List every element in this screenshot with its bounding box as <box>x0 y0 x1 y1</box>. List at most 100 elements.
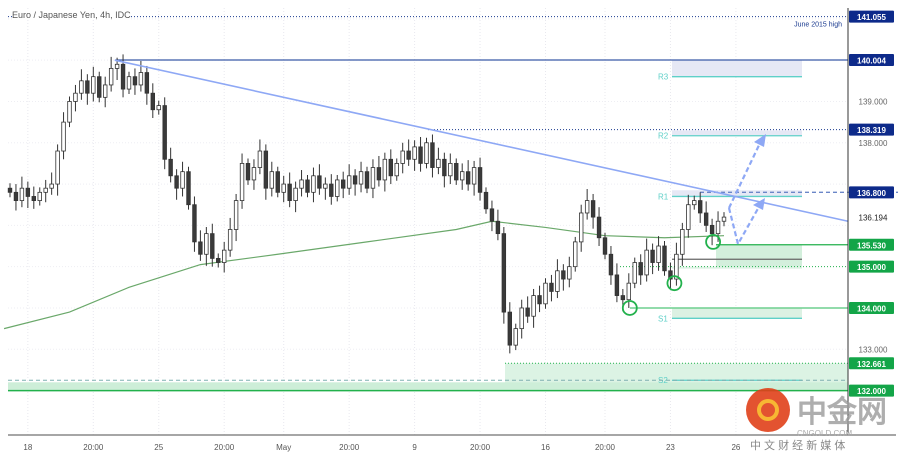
pivot-label-r1: R1 <box>658 192 669 201</box>
watermark-brand: 中金网 <box>797 395 887 429</box>
candle-body <box>620 295 626 301</box>
level-lines: June 2015 high <box>8 16 898 392</box>
candle-body <box>227 229 233 251</box>
price-label-badge <box>849 54 894 66</box>
candle-body <box>150 92 155 111</box>
candle-body <box>573 241 578 268</box>
candle-body <box>543 282 548 305</box>
trendline <box>114 59 849 223</box>
candle-body <box>61 121 66 152</box>
candle-body <box>614 274 620 296</box>
price-label-badge <box>849 238 894 251</box>
candle-body <box>329 183 334 197</box>
candle-body <box>465 171 471 185</box>
candle-body <box>162 105 167 160</box>
candle-body <box>376 167 382 181</box>
time-tick-label: 20:00 <box>339 443 360 452</box>
time-tick-label: 23 <box>666 443 675 452</box>
pivot-label-s2: S2 <box>658 376 668 385</box>
candle-body <box>602 237 608 255</box>
candle-body <box>703 212 709 226</box>
candle-body <box>67 101 72 123</box>
candle-body <box>168 158 173 177</box>
projection-arrows <box>727 134 766 247</box>
candle-body <box>352 175 358 185</box>
time-tick-label: 20:00 <box>470 443 491 452</box>
candle-body <box>442 158 447 177</box>
price-tick-label: 138.000 <box>859 139 888 148</box>
candle-body <box>31 196 36 201</box>
candle-body <box>579 212 584 243</box>
candle-body <box>537 295 542 305</box>
time-tick-label: 9 <box>412 443 417 452</box>
buy-zone-left <box>672 266 802 269</box>
candle-body <box>305 179 310 193</box>
highlight-circle <box>621 300 638 316</box>
candle-body <box>174 175 179 189</box>
candle-body <box>311 175 316 193</box>
time-tick-label: 25 <box>154 443 163 452</box>
candle-body <box>513 328 518 346</box>
candle-body <box>156 105 161 111</box>
candle-body <box>73 92 78 102</box>
candle-body <box>668 270 673 280</box>
price-label-text: 132.000 <box>857 387 886 396</box>
candle-body <box>555 270 560 292</box>
candle-body <box>394 163 399 177</box>
candle-body <box>489 208 495 222</box>
price-label-badge <box>849 123 894 136</box>
june-high-label: June 2015 high <box>794 22 842 29</box>
candle-body <box>370 167 376 189</box>
candle-body <box>561 270 566 280</box>
candle-body <box>454 163 459 181</box>
price-label-badge <box>849 357 894 370</box>
candle-body <box>335 179 340 197</box>
candle-body <box>364 171 370 189</box>
candle-body <box>596 216 602 239</box>
candle-body <box>103 84 108 98</box>
candle-body <box>459 171 465 181</box>
candle-body <box>531 295 536 317</box>
time-tick-label: 20:00 <box>83 443 104 452</box>
candle-body <box>549 282 554 292</box>
candle-body <box>340 179 346 189</box>
axes: 18 20:00 25 20:00 May 20:00 9 20:00 16 20:00 23 26 1… <box>8 8 896 452</box>
time-tick-label: 16 <box>541 443 550 452</box>
candle-body <box>91 76 96 94</box>
arrowhead-icon <box>753 198 765 210</box>
candle-body <box>483 191 489 210</box>
candle-body <box>138 72 144 86</box>
candle-body <box>501 233 507 313</box>
candle-body <box>263 150 269 189</box>
price-label-text: 136.800 <box>857 189 886 198</box>
candle-body <box>37 191 42 201</box>
zones: R3 R2 R1 S1 S2 <box>8 60 848 391</box>
price-label-badge <box>849 260 894 273</box>
moving-average <box>3 220 725 330</box>
candle-body <box>281 183 286 193</box>
candle-body <box>477 167 483 193</box>
candle-body <box>144 72 150 94</box>
candle-body <box>507 311 512 346</box>
candle-body <box>626 282 631 301</box>
candle-body <box>25 187 31 197</box>
candle-body <box>97 76 102 98</box>
highlight-circle <box>705 233 721 250</box>
candle-body <box>204 233 209 255</box>
candle-body <box>186 171 191 206</box>
r2-zone <box>672 130 802 136</box>
candle-body <box>436 158 441 168</box>
candle-body <box>198 241 203 255</box>
watermark-domain: CNGOLD.COM <box>797 429 852 438</box>
candle-body <box>49 183 54 189</box>
candle-body <box>412 146 417 160</box>
candle-body <box>715 220 721 235</box>
candle-body <box>7 187 13 193</box>
r3-zone <box>672 60 802 77</box>
candle-body <box>358 171 364 185</box>
time-tick-label: May <box>276 443 291 452</box>
candle-body <box>638 262 643 276</box>
ma-line <box>3 220 725 330</box>
